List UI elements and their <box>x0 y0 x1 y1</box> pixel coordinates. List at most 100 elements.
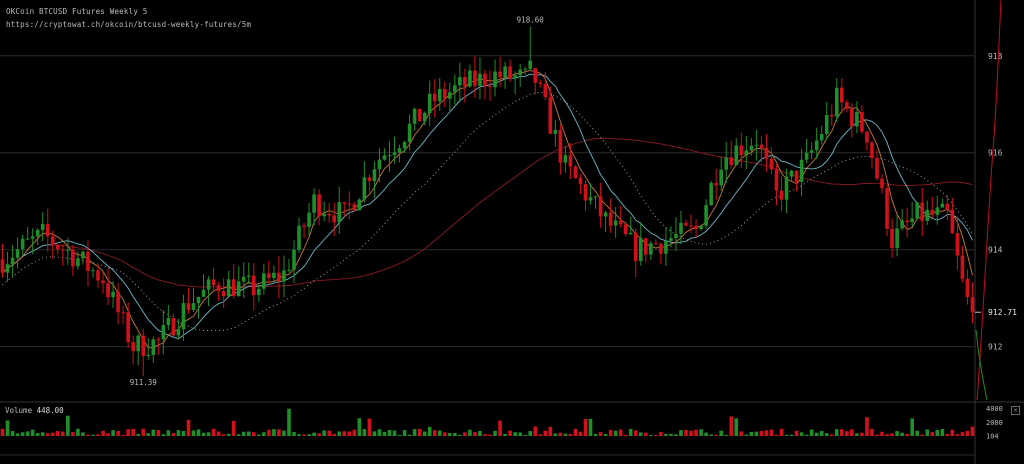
candle-body <box>729 157 734 166</box>
volume-bar <box>453 432 457 436</box>
volume-bar <box>372 431 377 436</box>
candle-body <box>875 157 879 179</box>
candle-body <box>895 228 899 249</box>
volume-bar <box>362 429 367 436</box>
volume-close-button[interactable]: × <box>1011 406 1020 415</box>
candle-body <box>503 66 507 78</box>
candle-body <box>417 108 422 122</box>
volume-bar <box>664 433 668 436</box>
candle-body <box>644 238 648 255</box>
axis-trend-green <box>975 329 988 401</box>
volume-bar <box>543 430 548 436</box>
candle-body <box>432 93 437 102</box>
volume-bar <box>523 434 528 436</box>
candle-body <box>292 249 296 270</box>
candle-body <box>221 291 226 297</box>
volume-bar <box>870 428 874 436</box>
volume-bar <box>784 434 789 436</box>
volume-bar <box>402 430 407 436</box>
volume-bar <box>201 432 206 436</box>
candle-body <box>437 88 442 102</box>
candle-body <box>66 249 70 251</box>
candle-body <box>548 97 553 134</box>
volume-bar <box>779 428 784 436</box>
volume-bar <box>764 430 769 436</box>
candle-body <box>81 251 85 259</box>
volume-bar <box>940 428 945 436</box>
candle-body <box>583 184 588 201</box>
chart-title: OKCoin BTCUSD Futures Weekly 5 <box>6 7 148 16</box>
volume-bar <box>50 432 55 436</box>
candle-body <box>262 273 266 289</box>
volume-bar <box>880 431 884 436</box>
candle-body <box>50 236 55 246</box>
candle-body <box>960 255 965 279</box>
volume-bar <box>533 426 538 436</box>
candle-body <box>45 223 50 237</box>
chart-url[interactable]: https://cryptowat.ch/okcoin/btcusd-weekl… <box>6 20 252 29</box>
volume-bar <box>257 434 261 436</box>
candle-body <box>970 297 975 313</box>
candle-body <box>20 238 25 250</box>
volume-bar <box>81 432 85 436</box>
candle-body <box>10 257 15 265</box>
candle-body <box>734 145 739 166</box>
volume-bar <box>76 428 80 436</box>
candle-body <box>618 220 623 225</box>
volume-bar <box>548 426 553 436</box>
volume-bar <box>367 418 372 436</box>
candle-body <box>528 60 533 69</box>
volume-bar <box>15 433 20 436</box>
volume-bar <box>840 429 844 436</box>
volume-bar <box>121 434 125 436</box>
volume-bar <box>689 430 693 436</box>
volume-bar <box>845 431 849 436</box>
volume-bar <box>71 432 75 436</box>
volume-bar <box>297 434 301 436</box>
volume-bar <box>327 430 331 436</box>
volume-bar <box>458 434 462 436</box>
volume-bar <box>694 429 698 436</box>
volume-bar <box>30 429 35 436</box>
candle-body <box>553 129 558 134</box>
candle-body <box>659 243 663 254</box>
volume-bar <box>955 434 960 436</box>
candle-body <box>473 70 477 86</box>
y-tick-label: 916 <box>988 149 1003 158</box>
candle-body <box>824 114 829 135</box>
candle-body <box>633 232 638 261</box>
volume-bar <box>35 433 40 436</box>
volume-bar <box>427 426 432 436</box>
volume-bar <box>96 434 100 436</box>
volume-bar <box>442 432 447 436</box>
candle-body <box>523 68 528 70</box>
volume-bar <box>714 434 718 436</box>
candle-body <box>267 273 271 278</box>
candle-body <box>563 155 568 163</box>
volume-bar <box>246 431 251 436</box>
volume-bar <box>623 434 628 436</box>
volume-bar <box>322 430 326 436</box>
volume-bar <box>508 430 512 436</box>
volume-bar <box>965 430 970 436</box>
volume-bar <box>262 432 266 436</box>
candle-body <box>211 279 216 286</box>
volume-bar <box>20 432 25 436</box>
volume-bar <box>633 430 638 436</box>
volume-bar <box>925 429 930 436</box>
candle-body <box>106 283 110 298</box>
candle-body <box>804 152 809 160</box>
candle-body <box>613 220 618 226</box>
volume-bar <box>382 431 387 436</box>
candle-body <box>533 68 538 83</box>
candle-body <box>699 225 703 230</box>
volume-bar <box>518 432 522 436</box>
volume-bar <box>156 429 161 436</box>
candle-body <box>387 155 392 157</box>
candle-body <box>965 278 970 298</box>
volume-bar <box>186 419 191 436</box>
volume-bar <box>920 434 925 436</box>
volume-bar <box>332 433 337 436</box>
volume-bar <box>603 434 608 436</box>
